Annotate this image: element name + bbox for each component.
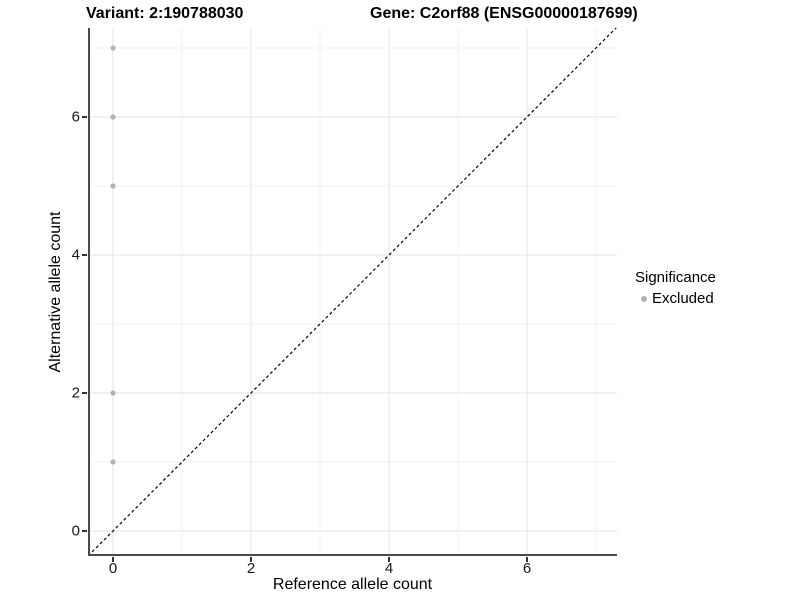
legend-title: Significance: [635, 269, 716, 286]
x-tick-mark: [112, 557, 114, 562]
x-tick-mark: [526, 557, 528, 562]
x-tick-mark: [250, 557, 252, 562]
legend: Significance Excluded: [635, 269, 716, 307]
y-tick-label: 0: [71, 522, 80, 540]
excluded-dot-icon: [640, 295, 647, 302]
y-tick-mark: [82, 116, 87, 118]
x-tick-label: 0: [108, 560, 118, 577]
legend-entry-label: Excluded: [652, 290, 714, 307]
plot-panel: [88, 28, 617, 556]
x-tick-mark: [388, 557, 390, 562]
x-axis-title: Reference allele count: [272, 576, 433, 593]
x-tick-label: 6: [522, 560, 532, 577]
legend-point-icon: [635, 290, 652, 307]
variant-title: Variant: 2:190788030: [86, 5, 244, 22]
scatter-plot: [88, 28, 617, 556]
y-tick-label: 4: [71, 246, 80, 264]
x-tick-label: 4: [384, 560, 394, 577]
legend-entry-excluded: Excluded: [635, 290, 716, 307]
y-tick-mark: [82, 254, 87, 256]
y-axis-title: Alternative allele count: [47, 211, 64, 373]
y-tick-mark: [82, 392, 87, 394]
x-tick-label: 2: [246, 560, 256, 577]
y-tick-label: 2: [71, 384, 80, 402]
y-tick-mark: [82, 530, 87, 532]
gene-title: Gene: C2orf88 (ENSG00000187699): [370, 5, 638, 22]
y-tick-label: 6: [71, 108, 80, 126]
